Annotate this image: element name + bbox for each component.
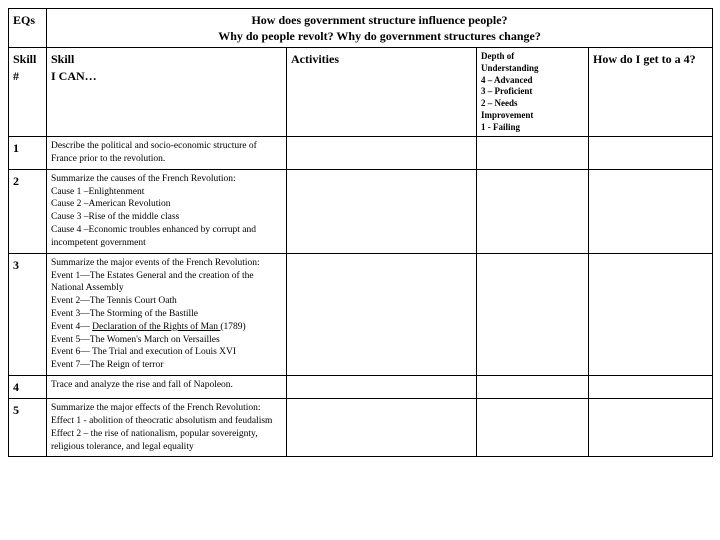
skill-description: Summarize the causes of the French Revol…: [47, 169, 287, 253]
activities-cell: [287, 399, 477, 457]
skill-description: Summarize the major effects of the Frenc…: [47, 399, 287, 457]
depth-l1: Depth of: [481, 51, 514, 61]
depth-cell: [477, 137, 589, 170]
event-4c: (1789): [220, 322, 245, 332]
activities-cell: [287, 137, 477, 170]
ican-label: I CAN…: [51, 69, 97, 83]
skill-number: 3: [9, 253, 47, 375]
event-6: Event 6— The Trial and execution of Loui…: [51, 347, 236, 357]
cause-intro: Summarize the causes of the French Revol…: [51, 174, 236, 184]
depth-cell: [477, 253, 589, 375]
title-line1: How does government structure influence …: [251, 13, 507, 27]
skill-number: 4: [9, 376, 47, 399]
how-cell: [589, 253, 713, 375]
depth-l4: 3 – Proficient: [481, 86, 532, 96]
how-cell: [589, 137, 713, 170]
event-intro: Summarize the major events of the French…: [51, 258, 260, 268]
skill-number: 1: [9, 137, 47, 170]
title-header: How does government structure influence …: [47, 9, 713, 48]
table-row: 3 Summarize the major events of the Fren…: [9, 253, 713, 375]
header-row-1: EQs How does government structure influe…: [9, 9, 713, 48]
cause-2: Cause 2 –American Revolution: [51, 199, 171, 209]
skill-label: Skill: [51, 52, 74, 66]
activities-cell: [287, 376, 477, 399]
event-5: Event 5—The Women's March on Versailles: [51, 335, 220, 345]
how-cell: [589, 376, 713, 399]
skill-description: Summarize the major events of the French…: [47, 253, 287, 375]
depth-l3: 4 – Advanced: [481, 75, 533, 85]
depth-cell: [477, 399, 589, 457]
depth-l7: 1 - Failing: [481, 122, 520, 132]
skill-ican-header: Skill I CAN…: [47, 48, 287, 137]
eqs-header: EQs: [9, 9, 47, 48]
event-3: Event 3—The Storming of the Bastille: [51, 309, 198, 319]
skill-number: 5: [9, 399, 47, 457]
effect-2: Effect 2 – the rise of nationalism, popu…: [51, 429, 258, 452]
cause-4: Cause 4 –Economic troubles enhanced by c…: [51, 225, 256, 248]
depth-l6: Improvement: [481, 110, 533, 120]
effect-1: Effect 1 - abolition of theocratic absol…: [51, 416, 272, 426]
skill-num-header: Skill #: [9, 48, 47, 137]
skill-number: 2: [9, 169, 47, 253]
activities-header: Activities: [287, 48, 477, 137]
depth-header: Depth of Understanding 4 – Advanced 3 – …: [477, 48, 589, 137]
depth-cell: [477, 169, 589, 253]
skill-description: Trace and analyze the rise and fall of N…: [47, 376, 287, 399]
event-1: Event 1—The Estates General and the crea…: [51, 271, 254, 294]
table-row: 4 Trace and analyze the rise and fall of…: [9, 376, 713, 399]
how-cell: [589, 169, 713, 253]
effect-intro: Summarize the major effects of the Frenc…: [51, 403, 261, 413]
table-row: 1 Describe the political and socio-econo…: [9, 137, 713, 170]
table-row: 2 Summarize the causes of the French Rev…: [9, 169, 713, 253]
skill-description: Describe the political and socio-economi…: [47, 137, 287, 170]
event-2: Event 2—The Tennis Court Oath: [51, 296, 177, 306]
cause-3: Cause 3 –Rise of the middle class: [51, 212, 179, 222]
how-cell: [589, 399, 713, 457]
activities-cell: [287, 253, 477, 375]
how-header: How do I get to a 4?: [589, 48, 713, 137]
depth-l2: Understanding: [481, 63, 539, 73]
header-row-2: Skill # Skill I CAN… Activities Depth of…: [9, 48, 713, 137]
event-4a: Event 4—: [51, 322, 92, 332]
skill-num-label: Skill #: [13, 52, 36, 82]
table-row: 5 Summarize the major effects of the Fre…: [9, 399, 713, 457]
cause-1: Cause 1 –Enlightenment: [51, 187, 144, 197]
activities-cell: [287, 169, 477, 253]
event-4b: Declaration of the Rights of Man: [92, 322, 220, 332]
title-line2: Why do people revolt? Why do government …: [218, 29, 541, 43]
depth-cell: [477, 376, 589, 399]
skills-table: EQs How does government structure influe…: [8, 8, 713, 457]
event-7: Event 7—The Reign of terror: [51, 360, 163, 370]
depth-l5: 2 – Needs: [481, 98, 518, 108]
